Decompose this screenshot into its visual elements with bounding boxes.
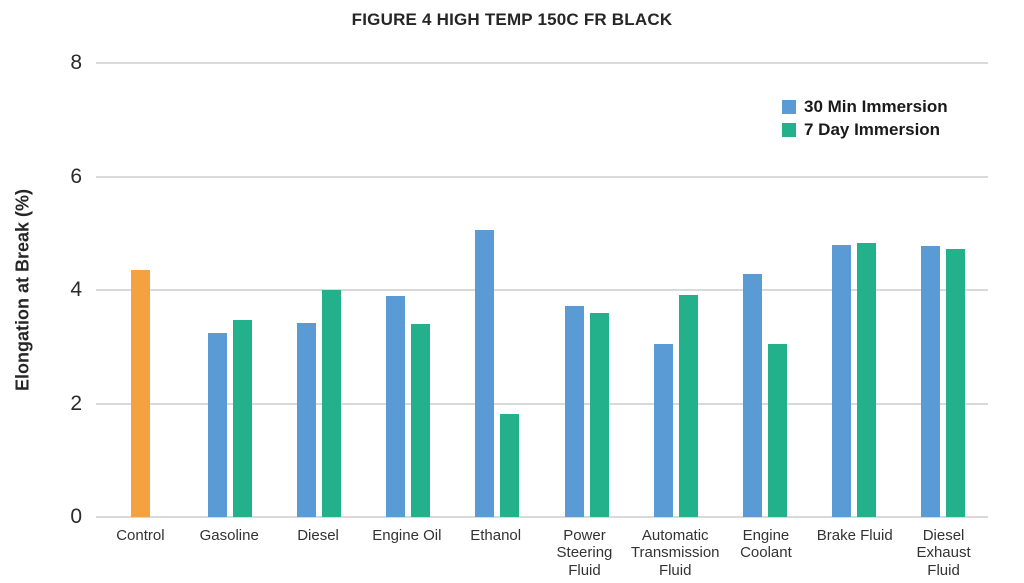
plot-area	[96, 62, 988, 518]
x-axis-label: Diesel Exhaust Fluid	[916, 527, 971, 579]
bar-7-day-immersion	[322, 290, 341, 517]
bar-group-power-steering-fluid	[542, 63, 631, 517]
x-axis-label: Automatic Transmission Fluid	[630, 527, 720, 579]
legend-swatch-7-day-icon	[782, 123, 796, 137]
gridline	[96, 62, 988, 64]
bar-7-day-immersion	[857, 243, 877, 517]
y-tick-label: 6	[70, 164, 82, 188]
bar-30-min-immersion	[207, 332, 227, 517]
chart-legend: 30 Min Immersion 7 Day Immersion	[782, 97, 948, 140]
bar-groups	[96, 63, 988, 517]
bar-group-control	[96, 63, 185, 517]
bar-30-min-immersion	[564, 305, 584, 517]
bar-group-brake-fluid	[810, 63, 899, 517]
x-axis-label: Control	[116, 527, 165, 544]
bar-7-day-immersion	[768, 343, 788, 517]
x-axis-label: Ethanol	[470, 527, 522, 544]
y-tick-label: 8	[70, 51, 82, 74]
bar-group-engine-coolant	[720, 63, 809, 517]
bar-30-min-immersion	[743, 274, 763, 517]
legend-label-7-day: 7 Day Immersion	[804, 120, 941, 139]
bar-group-diesel-exhaust-fluid	[899, 63, 988, 517]
y-tick-label: 2	[70, 391, 82, 415]
x-axis-label: Power Steering Fluid	[556, 527, 613, 579]
bar-group-gasoline	[185, 63, 274, 517]
bar-30-min-immersion	[297, 322, 316, 517]
gridline	[96, 402, 988, 405]
bar-30-min-immersion	[386, 295, 406, 517]
bar-7-day-immersion	[232, 320, 252, 517]
legend-swatch-30-min-icon	[782, 100, 796, 114]
bar-30-min-immersion	[832, 244, 852, 517]
y-axis-ticks: 0 2 4 6 8	[0, 52, 82, 528]
x-axis-label: Gasoline	[199, 527, 259, 544]
bar-7-day-immersion	[589, 312, 609, 517]
x-axis-label: Brake Fluid	[816, 527, 893, 544]
x-axis-labels: Control Gasoline Diesel Engine Oil Ethanol Po…	[96, 527, 988, 579]
bar-group-automatic-transmission-fluid	[631, 63, 720, 517]
bar-30-min-immersion	[653, 343, 673, 517]
legend-label-30-min: 30 Min Immersion	[804, 97, 948, 116]
bar-30-min-immersion	[475, 230, 495, 517]
bar-7-day-immersion	[678, 294, 698, 517]
bar-group-diesel	[274, 63, 363, 517]
x-axis-label: Engine Coolant	[740, 527, 792, 562]
gridline	[96, 175, 988, 178]
x-axis-label: Diesel	[297, 527, 339, 544]
y-tick-label: 4	[70, 278, 82, 301]
bar-group-ethanol	[453, 63, 542, 517]
bar-group-engine-oil	[364, 63, 453, 517]
bar-control	[131, 270, 151, 517]
x-axis-label: Engine Oil	[372, 527, 442, 544]
legend-item-30-min: 30 Min Immersion	[782, 97, 948, 117]
chart-title: FIGURE 4 HIGH TEMP 150C FR BLACK	[351, 10, 673, 29]
bar-7-day-immersion	[500, 413, 520, 517]
bar-7-day-immersion	[411, 324, 431, 517]
gridline	[96, 516, 988, 518]
legend-item-7-day: 7 Day Immersion	[782, 120, 948, 140]
bar-7-day-immersion	[946, 248, 966, 517]
bar-30-min-immersion	[921, 245, 941, 517]
y-tick-label: 0	[70, 505, 82, 528]
gridline	[96, 289, 988, 291]
